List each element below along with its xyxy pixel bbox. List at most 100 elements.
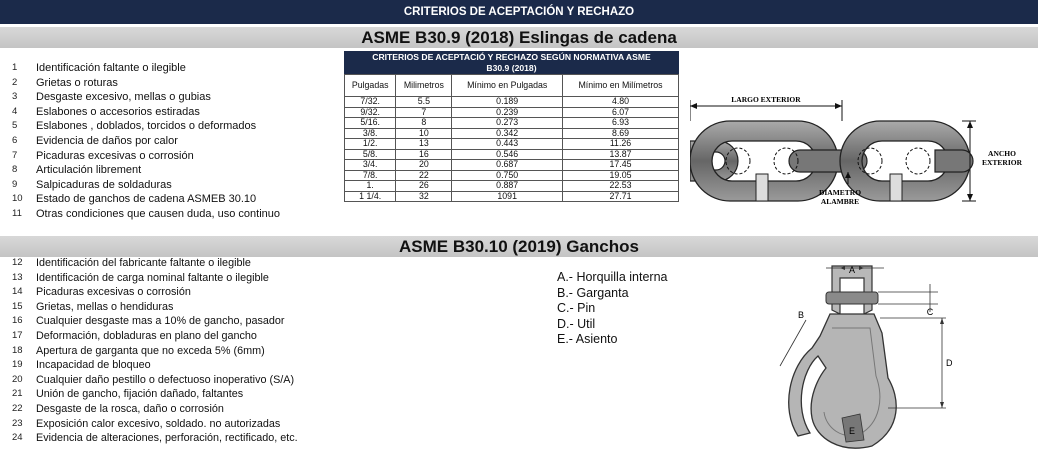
item-number: 6 <box>12 134 18 146</box>
table-caption-line-2: B30.9 (2018) <box>486 62 537 73</box>
table-cell: 13 <box>395 138 453 150</box>
item-number: 18 <box>12 344 23 356</box>
page-title: CRITERIOS DE ACEPTACIÓN Y RECHAZO <box>403 6 635 18</box>
item-number: 4 <box>12 105 18 117</box>
table-cell: 1 1/4. <box>343 190 397 202</box>
arrow-head <box>967 194 973 201</box>
item-text: Desgaste de la rosca, daño o corrosión <box>36 402 224 415</box>
table-cell: 0.239 <box>451 106 564 118</box>
table-cell: 5/8. <box>343 148 397 160</box>
dimension-line-b <box>779 319 807 367</box>
item-number: 23 <box>12 417 23 429</box>
table-cell: 19.05 <box>562 169 679 181</box>
table-cell: 1. <box>343 180 397 192</box>
table-row: 1/2. 13 0.443 11.26 <box>343 138 679 150</box>
item-text: Otras condiciones que causen duda, uso c… <box>36 207 280 220</box>
list-item: 21 Unión de gancho, fijación dañado, falt… <box>12 387 298 402</box>
item-text: Articulación librement <box>36 164 142 177</box>
item-text: Identificación de carga nominal faltante… <box>36 271 269 284</box>
arrow-head <box>690 103 697 109</box>
table-cell: 0.887 <box>451 180 564 192</box>
table-cell: 16 <box>395 148 453 160</box>
table-cell: 1091 <box>451 190 564 202</box>
list-item: 23 Exposición calor excesivo, soldado. no… <box>12 417 298 432</box>
item-text: Cualquier daño pestillo o defectuoso ino… <box>36 373 295 386</box>
table-row: 3/8. 10 0.342 8.69 <box>343 127 679 139</box>
diameter-label-line-1: DIAMETRO <box>819 188 861 197</box>
hidden-link-outline <box>905 147 931 175</box>
arrow-head <box>940 318 944 324</box>
item-number: 7 <box>12 149 18 161</box>
table-cell: 20 <box>395 159 453 171</box>
width-label-line-2: EXTERIOR <box>982 158 1023 167</box>
table-cell: 5.5 <box>395 96 453 108</box>
legend-item: A.- Horquilla interna <box>557 270 668 284</box>
item-number: 1 <box>12 62 18 73</box>
list-item: 1 Identificación faltante o ilegible <box>12 61 280 76</box>
item-text: Incapacidad de bloqueo <box>36 359 151 372</box>
table-cell: 10 <box>395 127 453 139</box>
length-label: LARGO EXTERIOR <box>731 95 801 104</box>
hook-parts-legend: A.- Horquilla interna B.- Garganta C.- P… <box>557 270 667 348</box>
weld-band <box>889 173 903 202</box>
table-cell: 8.69 <box>562 127 679 139</box>
label-a: A <box>849 265 855 275</box>
table-cell: 32 <box>395 190 453 202</box>
table-cell: 7/32. <box>343 96 397 108</box>
table-row: 1 1/4. 32 1091 27.71 <box>343 190 679 202</box>
hook-diagram: A C D B E <box>779 265 953 449</box>
list-item: 14 Picaduras excesivas o corrosión <box>12 285 298 300</box>
item-text: Grietas o roturas <box>36 76 118 89</box>
item-text: Grietas, mellas o hendiduras <box>36 300 174 313</box>
column-header: Pulgadas <box>343 74 397 97</box>
list-item: 9 Salpicaduras de soldaduras <box>12 178 280 193</box>
label-b: B <box>798 310 804 320</box>
table-cell: 22 <box>395 169 453 181</box>
table-cell: 17.45 <box>562 159 679 171</box>
column-header: Mínimo en Pulgadas <box>451 74 564 97</box>
list-item: 24 Evidencia de alteraciones, perforación… <box>12 431 298 446</box>
list-item: 7 Picaduras excesivas o corrosión <box>12 149 280 164</box>
chain-dimension-table: CRITERIOS DE ACEPTACIÓ Y RECHAZO SEGÚN N… <box>343 51 679 202</box>
item-number: 12 <box>12 257 23 268</box>
item-number: 9 <box>12 178 18 190</box>
table-cell: 0.273 <box>451 117 564 129</box>
arrow-head <box>859 266 864 270</box>
hook-pin <box>825 291 879 305</box>
item-number: 22 <box>12 402 23 414</box>
item-text: Eslabones , doblados, torcidos o deforma… <box>36 120 257 133</box>
hook-seat <box>841 413 865 443</box>
arrow-head <box>835 103 842 109</box>
list-item: 15 Grietas, mellas o hendiduras <box>12 300 298 315</box>
column-header: Milimetros <box>395 74 453 97</box>
item-number: 10 <box>12 193 23 205</box>
list-item: 11 Otras condiciones que causen duda, uso… <box>12 207 280 222</box>
section-title-chain-slings: ASME B30.9 (2018) Eslingas de cadena <box>0 27 1038 48</box>
table-header-row: Pulgadas Milimetros Mínimo en Pulgadas M… <box>343 74 679 97</box>
item-number: 19 <box>12 359 23 371</box>
table-row: 9/32. 7 0.239 6.07 <box>343 106 679 118</box>
table-row: 5/16. 8 0.273 6.93 <box>343 117 679 129</box>
list-item: 12 Identificación del fabricante faltante… <box>12 256 298 271</box>
list-item: 16 Cualquier desgaste mas a 10% de gancho… <box>12 314 298 329</box>
item-text: Eslabones o accesorios estiradas <box>36 105 200 118</box>
diameter-label-line-2: ALAMBRE <box>821 197 859 206</box>
item-number: 13 <box>12 271 23 283</box>
list-item: 6 Evidencia de daños por calor <box>12 134 280 149</box>
list-item: 20 Cualquier daño pestillo o defectuoso i… <box>12 373 298 388</box>
table-cell: 4.80 <box>562 96 679 108</box>
list-item: 2 Grietas o roturas <box>12 76 280 91</box>
item-text: Salpicaduras de soldaduras <box>36 178 172 191</box>
item-text: Desgaste excesivo, mellas o gubias <box>36 91 211 104</box>
chain-link-main-right <box>839 120 971 202</box>
table-cell: 1/2. <box>343 138 397 150</box>
table-row: 3/4. 20 0.687 17.45 <box>343 159 679 171</box>
table-cell: 7/8. <box>343 169 397 181</box>
label-c: C <box>927 307 934 317</box>
list-item: 17 Deformación, dobladuras en plano del g… <box>12 329 298 344</box>
section-title-hooks: ASME B30.10 (2019) Ganchos <box>0 236 1038 257</box>
section-title-text: ASME B30.10 (2019) Ganchos <box>399 236 639 256</box>
chain-criteria-list: 1 Identificación faltante o ilegible 2 Gri… <box>12 61 280 222</box>
table-cell: 3/8. <box>343 127 397 139</box>
table-cell: 0.189 <box>451 96 564 108</box>
